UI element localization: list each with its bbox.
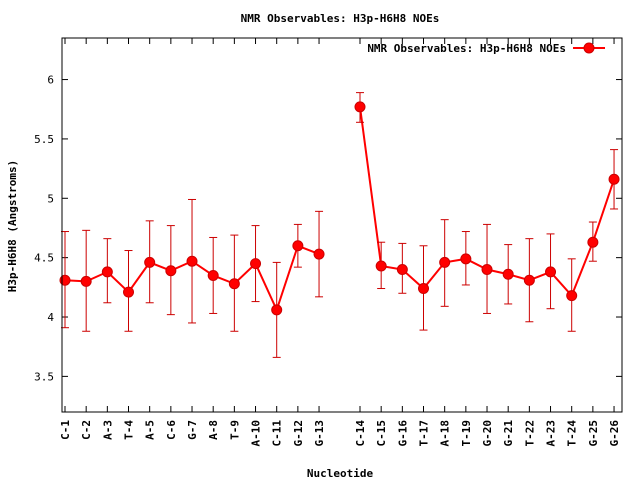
data-point [396, 264, 408, 276]
data-point [354, 101, 366, 113]
x-tick-label: G-7 [186, 420, 199, 440]
x-tick-label: A-18 [439, 420, 452, 447]
data-point [460, 253, 472, 265]
data-point [545, 266, 557, 278]
x-tick-label: T-24 [566, 420, 579, 447]
y-tick-label: 5 [47, 192, 54, 205]
data-point [375, 260, 387, 272]
x-tick-label: A-5 [144, 420, 157, 440]
data-point [313, 248, 325, 260]
x-tick-label: A-3 [101, 420, 114, 440]
x-tick-label: A-8 [207, 420, 220, 440]
plot-area: 3.5 4 4.5 5 5.5 6 C-1 C-2 A-3 T-4 A-5 C-6 G-7 A-8 T-9 A… [34, 38, 622, 447]
x-tick-label: C-15 [375, 420, 388, 447]
x-tick-label: T-19 [460, 420, 473, 447]
y-tick-label: 4.5 [34, 252, 54, 265]
x-tick-label: G-21 [502, 420, 515, 447]
y-tick-label: 4 [47, 311, 54, 324]
x-tick-label: T-17 [418, 420, 431, 447]
data-point [165, 265, 177, 277]
data-point [186, 255, 198, 267]
legend-marker-swatch [583, 42, 595, 54]
data-point [144, 256, 156, 268]
data-point [587, 236, 599, 248]
data-point [418, 283, 430, 295]
plot-frame [61, 37, 623, 413]
x-tick-label: G-16 [396, 420, 409, 447]
data-point [123, 286, 135, 298]
x-tick-label: G-25 [587, 420, 600, 447]
data-point [439, 256, 451, 268]
data-point [566, 290, 578, 302]
data-point [523, 274, 535, 286]
x-tick-label: T-22 [523, 420, 536, 447]
data-point [608, 173, 620, 185]
x-tick-label: C-14 [354, 420, 367, 447]
legend-label: NMR Observables: H3p-H6H8 NOEs [367, 42, 566, 55]
x-tick-label: T-9 [228, 420, 241, 440]
y-tick-label: 5.5 [34, 133, 54, 146]
x-tick-label: A-10 [250, 420, 263, 447]
data-point [292, 240, 304, 252]
y-tick-label: 6 [47, 74, 54, 87]
x-tick-label: G-20 [481, 420, 494, 447]
x-axis-label: Nucleotide [307, 467, 374, 480]
x-tick-label: C-11 [271, 420, 284, 447]
x-tick-label: C-6 [165, 420, 178, 440]
x-tick-label: A-23 [545, 420, 558, 447]
x-tick-label: C-1 [59, 420, 72, 440]
x-tick-label: G-12 [292, 420, 305, 447]
x-tick-label: C-2 [80, 420, 93, 440]
x-tick-label: G-13 [313, 420, 326, 447]
data-point [271, 304, 283, 316]
data-point [207, 269, 219, 281]
x-tick-label: T-4 [123, 420, 136, 440]
data-point [250, 258, 262, 270]
chart-title: NMR Observables: H3p-H6H8 NOEs [241, 12, 440, 25]
data-point [502, 268, 514, 280]
legend: NMR Observables: H3p-H6H8 NOEs [367, 42, 605, 55]
x-tick-label: G-26 [608, 420, 621, 447]
data-point [80, 275, 92, 287]
data-point [101, 266, 113, 278]
y-axis-label: H3p-H6H8 (Angstroms) [6, 160, 19, 292]
data-point [228, 278, 240, 290]
data-point [481, 264, 493, 276]
y-tick-label: 3.5 [34, 370, 54, 383]
